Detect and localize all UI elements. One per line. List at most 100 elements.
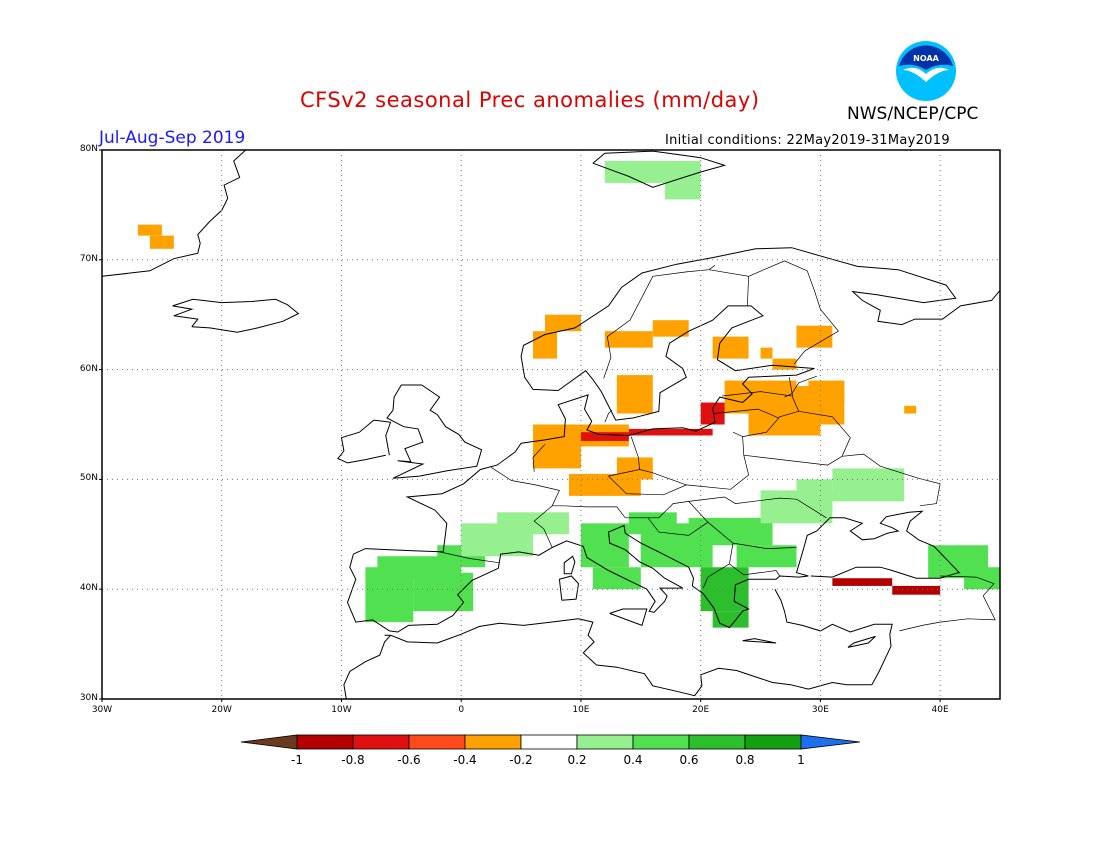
colorbar-label: -1 [291,753,303,767]
anomaly-cell [712,336,749,359]
logo-lettering: NOAA [913,54,939,63]
lon-tick-label: 30W [91,705,113,715]
colorbar-swatch [576,734,634,750]
country-border [688,501,734,589]
anomaly-cell [964,567,1000,590]
lon-tick-label: 40E [931,705,949,715]
anomaly-cell [616,457,653,480]
coastline [337,419,392,464]
anomaly-cell [580,523,629,568]
anomaly-cell [796,479,833,513]
coastline [386,384,483,479]
country-border [532,444,546,472]
anomaly-cell [832,468,905,502]
lat-tick-label: 80N [79,144,98,154]
anomaly-cell [592,567,641,590]
lat-tick-label: 70N [79,253,98,264]
colorbar-label: 0.4 [623,753,643,767]
country-border [439,551,500,564]
colorbar-swatch [520,734,578,750]
country-border [533,496,827,548]
anomaly-cell [832,578,893,586]
colorbar-swatch [352,734,410,750]
country-border [639,469,687,486]
coastline [384,618,872,697]
anomaly-cell [664,182,701,200]
chart-title: CFSv2 seasonal Prec anomalies (mm/day) [300,88,760,112]
lon-tick-label: 10W [331,705,352,715]
lon-tick-label: 0 [458,705,465,715]
anomaly-cell [533,331,557,359]
anomaly-cell [808,380,845,403]
country-border [603,265,716,379]
anomaly-cell [413,572,474,612]
colorbar-label: 1 [797,753,805,767]
anomaly-cell [796,402,845,425]
lon-tick-label: 20E [692,705,710,715]
coastline [592,150,727,188]
anomaly-cell [628,428,713,436]
anomaly-cell [580,432,629,441]
lat-tick-label: 30N [79,693,98,703]
lon-tick-label: 20W [211,705,232,715]
noaa-logo-icon: NOAA [896,41,956,101]
lat-tick-label: 60N [79,363,98,374]
lon-tick-label: 10E [572,705,590,715]
colorbar-label: -0.6 [397,753,421,767]
colorbar-swatch [688,734,746,750]
anomaly-cell [545,314,581,332]
anomaly-cell [796,325,833,348]
colorbar-swatch [744,734,802,750]
coastline [172,298,300,333]
coastline [563,555,576,575]
colorbar-label: -0.4 [453,753,477,767]
anomaly-cell [604,160,701,183]
anomaly-cell [604,331,653,348]
lat-tick-label: 50N [79,473,98,484]
colorbar-label: -0.2 [509,753,533,767]
coastline [353,247,1000,555]
anomaly-cell [760,347,773,359]
country-border [742,377,800,437]
lat-tick-label: 40N [79,583,98,594]
country-border [732,542,797,549]
coastline [774,588,893,685]
anomaly-cell [700,567,749,612]
colorbar-label: -0.8 [341,753,365,767]
country-border [743,453,941,507]
colorbar-swatch [464,734,522,750]
country-border [713,408,779,419]
anomaly-cell [700,402,725,425]
colorbar-high-arrow [800,734,861,750]
map-frame [101,149,1001,700]
colorbar-swatch [408,734,466,750]
coastline [609,608,648,627]
initial-conditions-label: Initial conditions: 22May2019-31May2019 [665,133,950,148]
country-border [729,563,780,577]
country-border [798,410,851,457]
country-border [490,467,560,506]
anomaly-cell [652,320,689,337]
country-border [899,575,996,632]
anomaly-cell [149,235,174,249]
anomaly-cell [736,545,797,568]
colorbar-swatch [632,734,690,750]
lon-tick-label: 30E [811,705,829,715]
anomaly-cell [497,512,569,535]
country-border [607,431,749,496]
period-label: Jul-Aug-Sep 2019 [99,128,246,148]
org-label: NWS/NCEP/CPC [847,104,979,124]
anomaly-cell [892,585,941,595]
country-border [647,517,709,536]
country-border [604,409,613,423]
anomaly-cell [772,358,797,370]
anomaly-cell [137,224,162,236]
anomaly-cell [904,405,917,414]
coastline [558,575,580,601]
colorbar-low-arrow [240,734,298,750]
anomaly-cell [616,375,653,414]
country-border [793,270,839,365]
coastline [847,635,876,648]
country-border [722,391,792,397]
